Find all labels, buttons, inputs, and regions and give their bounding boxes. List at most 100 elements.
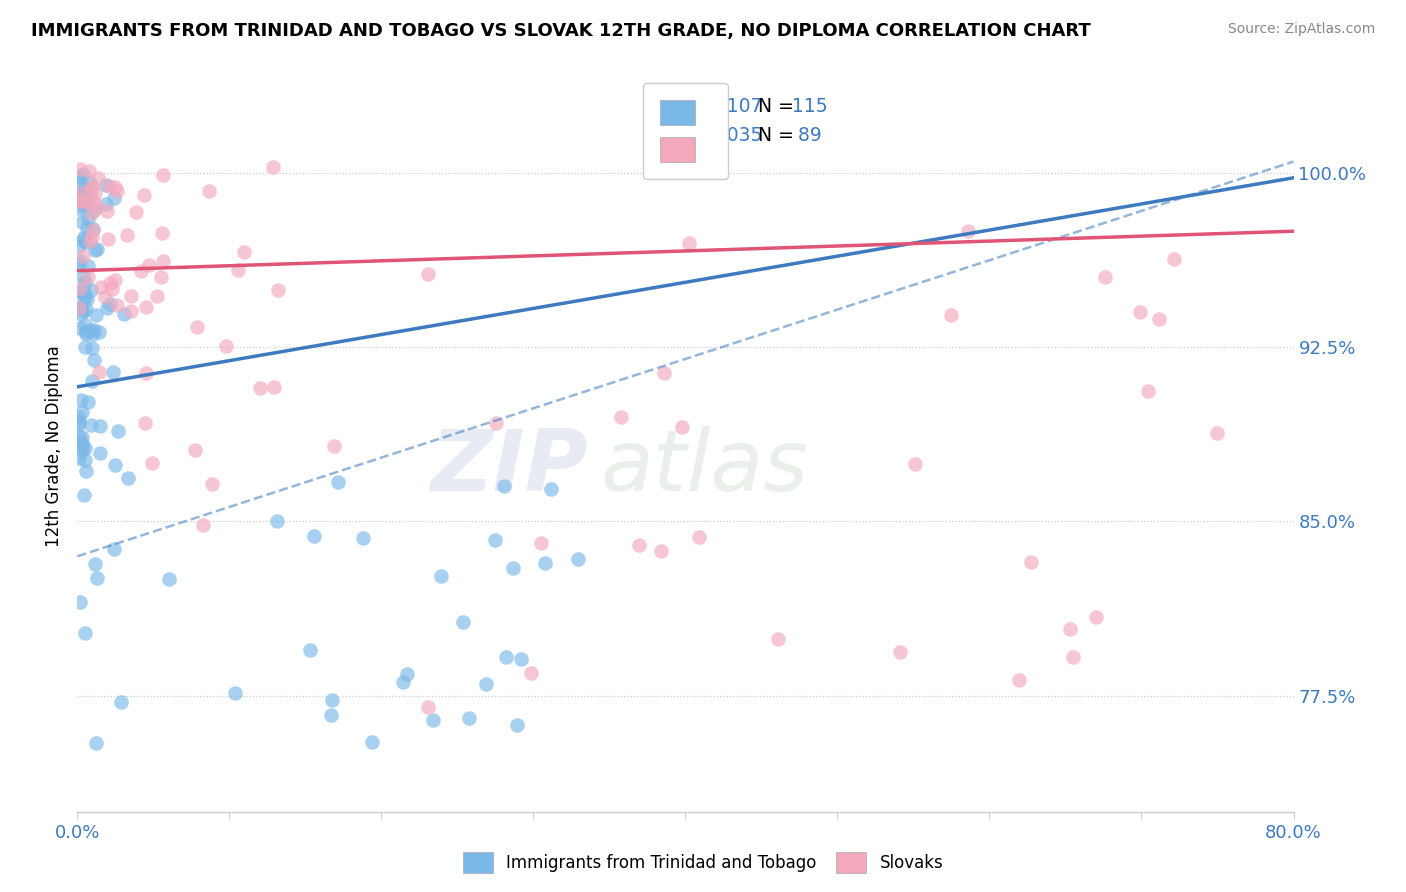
- Point: [69, 161, 91, 176]
- Point: [69, 186, 91, 201]
- Point: [70, 186, 93, 200]
- Point: [72, 304, 94, 318]
- Legend: Immigrants from Trinidad and Tobago, Slovaks: Immigrants from Trinidad and Tobago, Slo…: [456, 846, 950, 880]
- Point: [451, 615, 474, 629]
- Point: [267, 283, 290, 297]
- Point: [80, 374, 103, 388]
- Point: [474, 677, 496, 691]
- Point: [1149, 311, 1171, 326]
- Point: [84, 558, 107, 572]
- Point: [191, 518, 214, 533]
- Point: [69, 281, 91, 295]
- Point: [73, 194, 96, 208]
- Point: [77, 395, 100, 409]
- Point: [82, 223, 104, 237]
- Point: [361, 734, 384, 748]
- Point: [939, 308, 962, 322]
- Point: [1094, 269, 1116, 284]
- Point: [75, 327, 97, 342]
- Point: [654, 366, 676, 380]
- Point: [73, 181, 96, 195]
- Point: [77, 194, 100, 209]
- Point: [495, 650, 517, 665]
- Point: [76, 293, 98, 307]
- Point: [249, 381, 271, 395]
- Point: [69, 321, 91, 335]
- Point: [416, 267, 439, 281]
- Point: [80, 323, 103, 337]
- Text: Source: ZipAtlas.com: Source: ZipAtlas.com: [1227, 22, 1375, 37]
- Point: [75, 301, 97, 316]
- Point: [186, 320, 208, 334]
- Point: [69, 254, 91, 268]
- Point: [509, 652, 531, 666]
- Point: [117, 471, 139, 485]
- Point: [72, 435, 94, 450]
- Point: [82, 341, 104, 355]
- Point: [87, 170, 110, 185]
- Point: [534, 556, 557, 570]
- Point: [73, 625, 96, 640]
- Point: [540, 482, 562, 496]
- Point: [391, 675, 413, 690]
- Point: [430, 569, 453, 583]
- Point: [502, 561, 524, 575]
- Point: [302, 529, 325, 543]
- Point: [134, 416, 156, 430]
- Point: [103, 541, 125, 556]
- Point: [226, 262, 249, 277]
- Point: [201, 477, 224, 491]
- Point: [67, 429, 90, 443]
- Point: [67, 451, 90, 466]
- Point: [184, 442, 207, 457]
- Point: [70, 284, 93, 298]
- Point: [484, 533, 506, 548]
- Point: [96, 301, 118, 316]
- Point: [418, 700, 440, 714]
- Point: [83, 203, 105, 218]
- Text: atlas: atlas: [600, 426, 808, 509]
- Point: [112, 307, 135, 321]
- Point: [86, 200, 108, 214]
- Point: [86, 242, 108, 256]
- Point: [67, 417, 90, 431]
- Point: [82, 179, 104, 194]
- Point: [323, 439, 346, 453]
- Point: [75, 441, 97, 455]
- Point: [956, 224, 979, 238]
- Y-axis label: 12th Grade, No Diploma: 12th Grade, No Diploma: [45, 345, 63, 547]
- Point: [79, 186, 101, 201]
- Point: [1129, 305, 1152, 319]
- Point: [146, 289, 169, 303]
- Text: ZIP: ZIP: [430, 426, 588, 509]
- Point: [395, 667, 418, 681]
- Point: [90, 280, 112, 294]
- Point: [75, 189, 97, 203]
- Point: [610, 409, 633, 424]
- Point: [519, 666, 541, 681]
- Point: [149, 269, 172, 284]
- Point: [73, 197, 96, 211]
- Point: [82, 221, 104, 235]
- Point: [70, 202, 93, 216]
- Point: [97, 178, 120, 193]
- Point: [96, 197, 118, 211]
- Point: [262, 160, 284, 174]
- Point: [69, 301, 91, 316]
- Point: [80, 417, 103, 432]
- Point: [72, 233, 94, 247]
- Point: [67, 409, 90, 424]
- Point: [97, 232, 120, 246]
- Point: [83, 352, 105, 367]
- Point: [197, 184, 219, 198]
- Point: [84, 186, 107, 200]
- Point: [224, 686, 246, 700]
- Point: [889, 645, 911, 659]
- Point: [67, 257, 90, 271]
- Point: [70, 405, 93, 419]
- Point: [110, 695, 132, 709]
- Point: [84, 244, 107, 258]
- Point: [104, 273, 127, 287]
- Point: [266, 514, 288, 528]
- Point: [530, 536, 553, 550]
